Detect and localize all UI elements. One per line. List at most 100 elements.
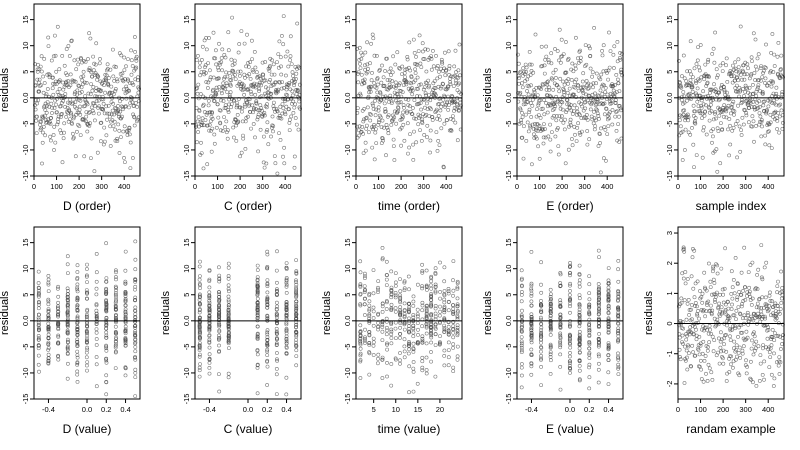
data-point bbox=[740, 77, 744, 82]
data-point bbox=[404, 82, 409, 87]
data-point bbox=[295, 89, 300, 94]
data-point bbox=[104, 302, 109, 307]
data-point bbox=[692, 295, 697, 300]
data-point bbox=[40, 116, 45, 121]
data-point bbox=[599, 126, 603, 131]
data-point bbox=[249, 92, 254, 97]
data-point bbox=[709, 129, 714, 134]
data-point bbox=[707, 340, 712, 345]
data-point bbox=[529, 293, 534, 298]
data-point bbox=[367, 303, 372, 308]
data-point bbox=[414, 62, 419, 67]
data-points bbox=[519, 248, 621, 392]
data-point bbox=[538, 98, 543, 103]
data-point bbox=[440, 81, 445, 86]
data-point bbox=[233, 77, 238, 82]
y-tick-label: 0.0 bbox=[504, 316, 513, 326]
data-point bbox=[606, 77, 611, 82]
data-point bbox=[123, 331, 128, 336]
data-point bbox=[48, 122, 53, 126]
data-point bbox=[456, 109, 461, 113]
data-point bbox=[398, 361, 402, 366]
data-point bbox=[75, 314, 80, 319]
data-point bbox=[274, 357, 279, 362]
data-point bbox=[217, 41, 221, 46]
data-point bbox=[75, 88, 80, 93]
data-point bbox=[46, 302, 51, 307]
data-point bbox=[63, 83, 68, 87]
data-point bbox=[269, 134, 273, 139]
data-point bbox=[698, 93, 703, 98]
data-point bbox=[597, 361, 601, 366]
data-point bbox=[255, 117, 260, 122]
data-point bbox=[751, 380, 755, 385]
data-point bbox=[403, 75, 408, 80]
data-point bbox=[412, 98, 417, 103]
data-point bbox=[617, 104, 622, 108]
data-point bbox=[458, 97, 463, 102]
data-point bbox=[94, 308, 99, 313]
data-point bbox=[96, 98, 101, 103]
data-point bbox=[744, 111, 749, 115]
data-point bbox=[685, 367, 690, 372]
data-point bbox=[440, 60, 444, 64]
data-point bbox=[548, 332, 553, 337]
data-point bbox=[226, 371, 231, 376]
data-point bbox=[452, 99, 457, 104]
data-point bbox=[380, 329, 385, 334]
data-point bbox=[446, 355, 451, 360]
data-point bbox=[576, 121, 581, 126]
data-point bbox=[536, 144, 541, 149]
data-point bbox=[259, 108, 264, 113]
data-point bbox=[42, 81, 47, 85]
data-point bbox=[735, 354, 739, 359]
data-point bbox=[587, 282, 592, 287]
data-point bbox=[44, 118, 49, 123]
data-point bbox=[420, 41, 425, 46]
data-point bbox=[249, 38, 254, 43]
data-point bbox=[697, 316, 702, 321]
data-point bbox=[604, 106, 609, 111]
data-point bbox=[384, 332, 389, 337]
data-point bbox=[123, 104, 128, 109]
data-point bbox=[755, 301, 760, 306]
data-point bbox=[442, 353, 447, 358]
data-point bbox=[75, 110, 80, 115]
data-point bbox=[610, 108, 615, 112]
data-point bbox=[448, 127, 453, 132]
data-point bbox=[767, 80, 772, 85]
data-point bbox=[44, 92, 49, 97]
data-point bbox=[774, 116, 779, 121]
data-point bbox=[49, 101, 54, 106]
data-point bbox=[226, 341, 231, 346]
data-point bbox=[197, 65, 202, 70]
data-point bbox=[207, 304, 212, 309]
data-point bbox=[265, 314, 270, 319]
data-point bbox=[62, 63, 67, 68]
data-point bbox=[217, 305, 221, 310]
data-point bbox=[722, 103, 727, 108]
data-point bbox=[358, 93, 363, 98]
data-point bbox=[593, 91, 597, 96]
data-point bbox=[248, 110, 253, 114]
data-point bbox=[588, 107, 593, 112]
data-point bbox=[527, 110, 532, 115]
data-point bbox=[246, 61, 251, 65]
data-point bbox=[556, 126, 560, 130]
data-point bbox=[724, 349, 729, 354]
data-point bbox=[50, 86, 55, 91]
data-point bbox=[284, 282, 289, 287]
data-point bbox=[585, 118, 590, 122]
data-point bbox=[567, 86, 572, 91]
data-point bbox=[56, 300, 61, 305]
data-point bbox=[703, 354, 708, 358]
data-point bbox=[558, 60, 563, 65]
data-point bbox=[577, 130, 582, 135]
data-point bbox=[357, 58, 362, 62]
data-point bbox=[85, 296, 89, 301]
data-point bbox=[758, 89, 763, 94]
data-point bbox=[754, 339, 759, 344]
data-point bbox=[362, 77, 367, 82]
data-point bbox=[362, 107, 367, 111]
